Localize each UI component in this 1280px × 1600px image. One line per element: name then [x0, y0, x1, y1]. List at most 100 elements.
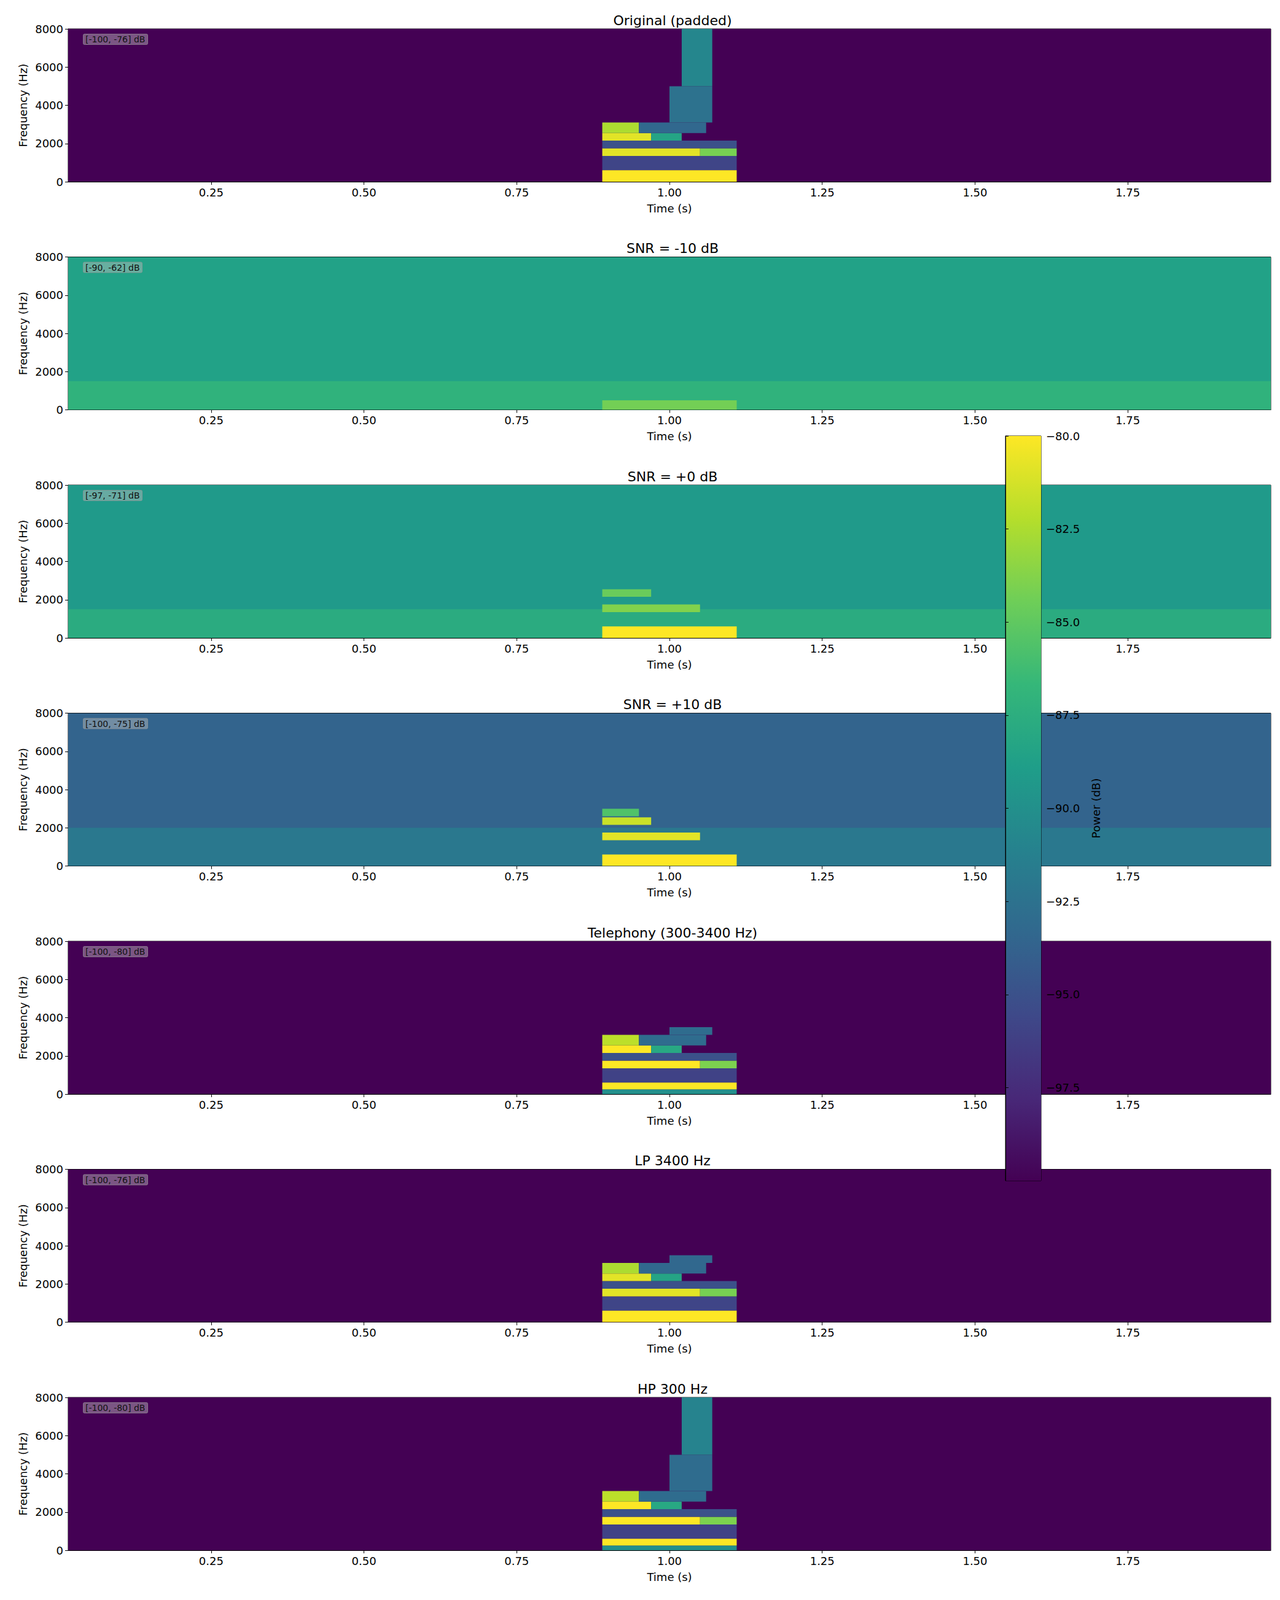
svg-text:8000: 8000 [35, 250, 64, 264]
svg-text:1.00: 1.00 [657, 1326, 682, 1340]
svg-text:Frequency (Hz): Frequency (Hz) [16, 63, 30, 148]
svg-text:0.25: 0.25 [199, 870, 224, 884]
svg-text:Time (s): Time (s) [646, 1571, 692, 1585]
svg-text:0: 0 [56, 632, 64, 645]
svg-text:[-100, -76] dB: [-100, -76] dB [85, 34, 145, 45]
svg-text:−95.0: −95.0 [1045, 988, 1080, 1002]
svg-text:1.25: 1.25 [810, 1098, 835, 1112]
svg-text:Time (s): Time (s) [646, 1342, 692, 1356]
svg-text:0: 0 [56, 859, 64, 873]
svg-text:0.75: 0.75 [504, 413, 529, 427]
svg-text:4000: 4000 [35, 327, 64, 341]
svg-text:8000: 8000 [35, 706, 64, 720]
svg-text:2000: 2000 [35, 1278, 64, 1292]
svg-text:4000: 4000 [35, 1240, 64, 1253]
svg-text:[-100, -80] dB: [-100, -80] dB [85, 947, 145, 957]
svg-text:1.75: 1.75 [1115, 1326, 1140, 1340]
svg-text:6000: 6000 [35, 745, 64, 758]
svg-text:0.25: 0.25 [199, 413, 224, 427]
svg-text:Frequency (Hz): Frequency (Hz) [16, 748, 30, 832]
svg-text:1.75: 1.75 [1115, 870, 1140, 884]
svg-text:1.25: 1.25 [810, 186, 835, 200]
svg-text:−92.5: −92.5 [1045, 895, 1080, 909]
svg-text:0.50: 0.50 [351, 186, 377, 200]
svg-text:0: 0 [56, 1544, 64, 1558]
svg-text:0.75: 0.75 [504, 1098, 529, 1112]
svg-text:Time (s): Time (s) [646, 658, 692, 672]
svg-text:8000: 8000 [35, 1391, 64, 1405]
svg-text:Telephony (300-3400 Hz): Telephony (300-3400 Hz) [587, 925, 758, 941]
svg-text:2000: 2000 [35, 1049, 64, 1063]
svg-text:1.25: 1.25 [810, 870, 835, 884]
svg-text:Frequency (Hz): Frequency (Hz) [16, 1204, 30, 1288]
svg-text:0.50: 0.50 [351, 413, 377, 427]
svg-text:4000: 4000 [35, 555, 64, 569]
svg-text:1.50: 1.50 [962, 186, 988, 200]
svg-text:1.75: 1.75 [1115, 642, 1140, 656]
svg-text:−90.0: −90.0 [1045, 802, 1080, 816]
svg-text:6000: 6000 [35, 1201, 64, 1215]
svg-text:LP 3400 Hz: LP 3400 Hz [634, 1153, 711, 1169]
svg-text:Frequency (Hz): Frequency (Hz) [16, 520, 30, 604]
svg-text:Original (padded): Original (padded) [612, 12, 732, 29]
svg-text:0.50: 0.50 [351, 642, 377, 656]
svg-text:8000: 8000 [35, 479, 64, 492]
svg-text:Frequency (Hz): Frequency (Hz) [16, 976, 30, 1061]
svg-text:1.25: 1.25 [810, 642, 835, 656]
svg-text:−85.0: −85.0 [1045, 616, 1080, 629]
svg-text:0.50: 0.50 [351, 1098, 377, 1112]
svg-text:1.75: 1.75 [1115, 186, 1140, 200]
svg-text:2000: 2000 [35, 593, 64, 607]
svg-text:6000: 6000 [35, 60, 64, 74]
svg-text:0.25: 0.25 [199, 186, 224, 200]
svg-text:0.75: 0.75 [504, 1555, 529, 1569]
svg-text:0.75: 0.75 [504, 870, 529, 884]
svg-text:[-100, -76] dB: [-100, -76] dB [85, 1175, 145, 1186]
svg-text:1.75: 1.75 [1115, 413, 1140, 427]
svg-text:6000: 6000 [35, 288, 64, 302]
svg-text:0: 0 [56, 403, 64, 417]
svg-text:6000: 6000 [35, 1429, 64, 1443]
svg-text:4000: 4000 [35, 1467, 64, 1481]
svg-text:1.00: 1.00 [657, 1098, 682, 1112]
svg-text:Time (s): Time (s) [646, 886, 692, 900]
svg-text:Time (s): Time (s) [646, 202, 692, 215]
svg-text:4000: 4000 [35, 1011, 64, 1025]
svg-text:HP 300 Hz: HP 300 Hz [637, 1381, 708, 1398]
svg-text:1.50: 1.50 [962, 870, 988, 884]
svg-text:SNR = +10 dB: SNR = +10 dB [623, 697, 723, 713]
svg-text:1.25: 1.25 [810, 413, 835, 427]
svg-text:1.00: 1.00 [657, 1555, 682, 1569]
svg-text:6000: 6000 [35, 973, 64, 987]
svg-text:1.50: 1.50 [962, 642, 988, 656]
svg-text:[-97, -71] dB: [-97, -71] dB [85, 490, 141, 501]
svg-text:0.25: 0.25 [199, 1326, 224, 1340]
svg-text:Frequency (Hz): Frequency (Hz) [16, 291, 30, 376]
svg-text:0.50: 0.50 [351, 1326, 377, 1340]
svg-text:0.25: 0.25 [199, 1555, 224, 1569]
svg-text:1.00: 1.00 [657, 642, 682, 656]
svg-text:1.25: 1.25 [810, 1326, 835, 1340]
svg-text:SNR = +0 dB: SNR = +0 dB [627, 469, 719, 485]
svg-text:8000: 8000 [35, 935, 64, 949]
svg-text:0.75: 0.75 [504, 186, 529, 200]
svg-text:Frequency (Hz): Frequency (Hz) [16, 1432, 30, 1517]
svg-text:2000: 2000 [35, 1506, 64, 1519]
svg-text:8000: 8000 [35, 22, 64, 36]
svg-text:[-90, -62] dB: [-90, -62] dB [85, 262, 141, 273]
svg-text:−82.5: −82.5 [1045, 522, 1080, 536]
svg-text:Time (s): Time (s) [646, 429, 692, 443]
svg-text:0: 0 [56, 1316, 64, 1330]
svg-text:SNR = -10 dB: SNR = -10 dB [626, 240, 719, 257]
svg-text:[-100, -75] dB: [-100, -75] dB [85, 719, 145, 730]
svg-text:1.00: 1.00 [657, 413, 682, 427]
svg-text:2000: 2000 [35, 821, 64, 835]
svg-text:[-100, -80] dB: [-100, -80] dB [85, 1403, 145, 1414]
svg-text:1.50: 1.50 [962, 1326, 988, 1340]
svg-text:0.75: 0.75 [504, 642, 529, 656]
svg-text:0: 0 [56, 1088, 64, 1102]
svg-text:8000: 8000 [35, 1163, 64, 1177]
svg-text:6000: 6000 [35, 517, 64, 531]
svg-text:1.75: 1.75 [1115, 1098, 1140, 1112]
svg-text:1.50: 1.50 [962, 1098, 988, 1112]
